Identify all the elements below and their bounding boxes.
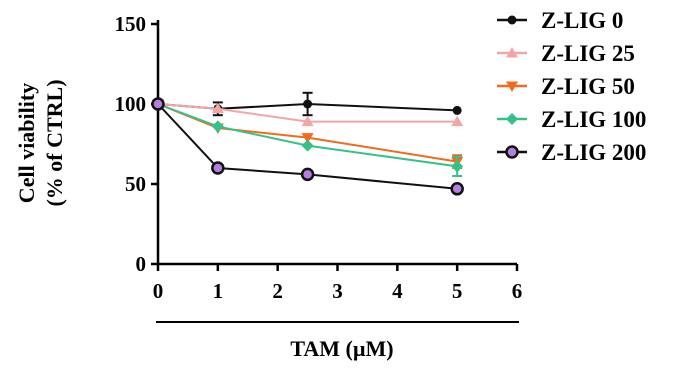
x-axis-title: TAM (µM) bbox=[290, 336, 393, 361]
legend-item: Z-LIG 200 bbox=[497, 140, 646, 165]
data-point bbox=[211, 161, 225, 175]
data-point bbox=[301, 133, 314, 144]
data-point bbox=[451, 115, 464, 127]
y-tick-label: 0 bbox=[136, 252, 147, 276]
legend-item: Z-LIG 100 bbox=[497, 107, 646, 132]
y-axis-title-line-1: Cell viability bbox=[14, 83, 39, 203]
legend-label: Z-LIG 200 bbox=[541, 140, 646, 165]
data-point bbox=[451, 160, 464, 173]
x-tick-label: 4 bbox=[392, 279, 403, 303]
y-tick-label: 150 bbox=[115, 12, 147, 36]
series-line bbox=[157, 103, 458, 168]
legend-marker bbox=[505, 145, 519, 159]
legend-label: Z-LIG 50 bbox=[541, 74, 635, 99]
legend-item: Z-LIG 50 bbox=[497, 74, 635, 99]
legend-marker bbox=[506, 47, 518, 58]
data-point bbox=[211, 120, 224, 133]
series-layer bbox=[151, 91, 464, 196]
series-line bbox=[157, 103, 458, 190]
legend-item: Z-LIG 0 bbox=[497, 8, 623, 33]
y-tick-label: 50 bbox=[125, 172, 146, 196]
series-z-lig-0 bbox=[153, 91, 462, 117]
y-tick-label: 100 bbox=[115, 92, 147, 116]
data-point bbox=[452, 105, 462, 115]
x-tick-label: 6 bbox=[512, 279, 523, 303]
data-point bbox=[301, 139, 314, 152]
y-axis-title-line-2: (% of CTRL) bbox=[42, 79, 67, 206]
legend-marker bbox=[506, 113, 518, 125]
data-point bbox=[211, 102, 224, 114]
legend-marker bbox=[506, 81, 518, 92]
legend-label: Z-LIG 25 bbox=[541, 41, 635, 66]
data-point bbox=[303, 99, 313, 109]
data-point bbox=[450, 182, 464, 196]
axes: 0 50 100 150 0 1 2 3 4 5 6 bbox=[115, 12, 523, 323]
data-point bbox=[151, 97, 165, 111]
series-z-lig-200 bbox=[151, 97, 464, 196]
legend-label: Z-LIG 0 bbox=[541, 8, 623, 33]
x-tick-label: 3 bbox=[332, 279, 343, 303]
data-point bbox=[301, 115, 314, 127]
series-line bbox=[157, 103, 458, 123]
x-tick-label: 5 bbox=[452, 279, 463, 303]
legend-label: Z-LIG 100 bbox=[541, 107, 646, 132]
legend-item: Z-LIG 25 bbox=[497, 41, 635, 66]
x-tick-label: 0 bbox=[153, 279, 164, 303]
data-point bbox=[300, 167, 315, 182]
legend: Z-LIG 0 Z-LIG 25 Z-LIG 50 Z-LIG 100 Z-LIG 20… bbox=[497, 8, 646, 165]
x-tick-label: 2 bbox=[272, 279, 283, 303]
legend-marker bbox=[507, 15, 517, 25]
x-tick-label: 1 bbox=[213, 279, 224, 303]
